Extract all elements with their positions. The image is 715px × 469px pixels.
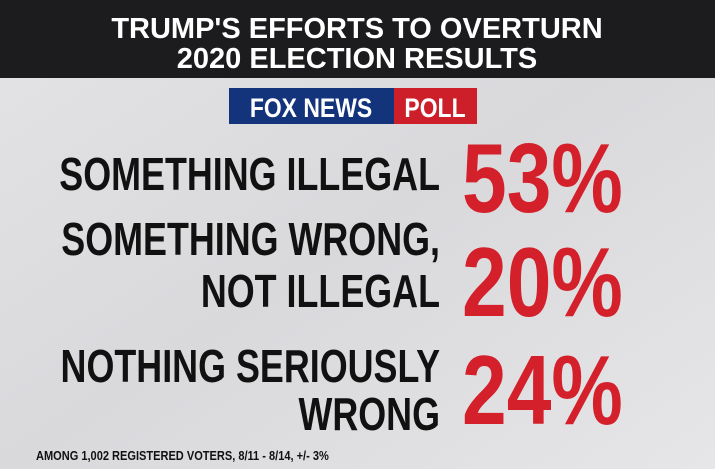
- row-value: 53%: [462, 123, 623, 232]
- footnote: AMONG 1,002 REGISTERED VOTERS, 8/11 - 8/…: [36, 448, 329, 463]
- row-label: WRONG: [298, 389, 440, 440]
- row-value: 20%: [462, 227, 623, 336]
- row-label: NOT ILLEGAL: [201, 266, 440, 317]
- title-line: TRUMP'S EFFORTS TO OVERTURN: [111, 13, 602, 45]
- title-band: [0, 0, 715, 78]
- row-label: NOTHING SERIOUSLY: [61, 341, 440, 392]
- row-label: SOMETHING WRONG,: [61, 214, 440, 265]
- logo-brand-box: [229, 88, 394, 124]
- title-line: 2020 ELECTION RESULTS: [177, 43, 537, 75]
- row-label: SOMETHING ILLEGAL: [59, 149, 440, 200]
- logo-brand: FOX NEWS: [250, 93, 372, 123]
- row-value: 24%: [462, 335, 623, 444]
- logo: FOX NEWS POLL: [229, 88, 477, 124]
- logo-tag: POLL: [404, 93, 465, 123]
- logo-tag-box: [394, 88, 477, 124]
